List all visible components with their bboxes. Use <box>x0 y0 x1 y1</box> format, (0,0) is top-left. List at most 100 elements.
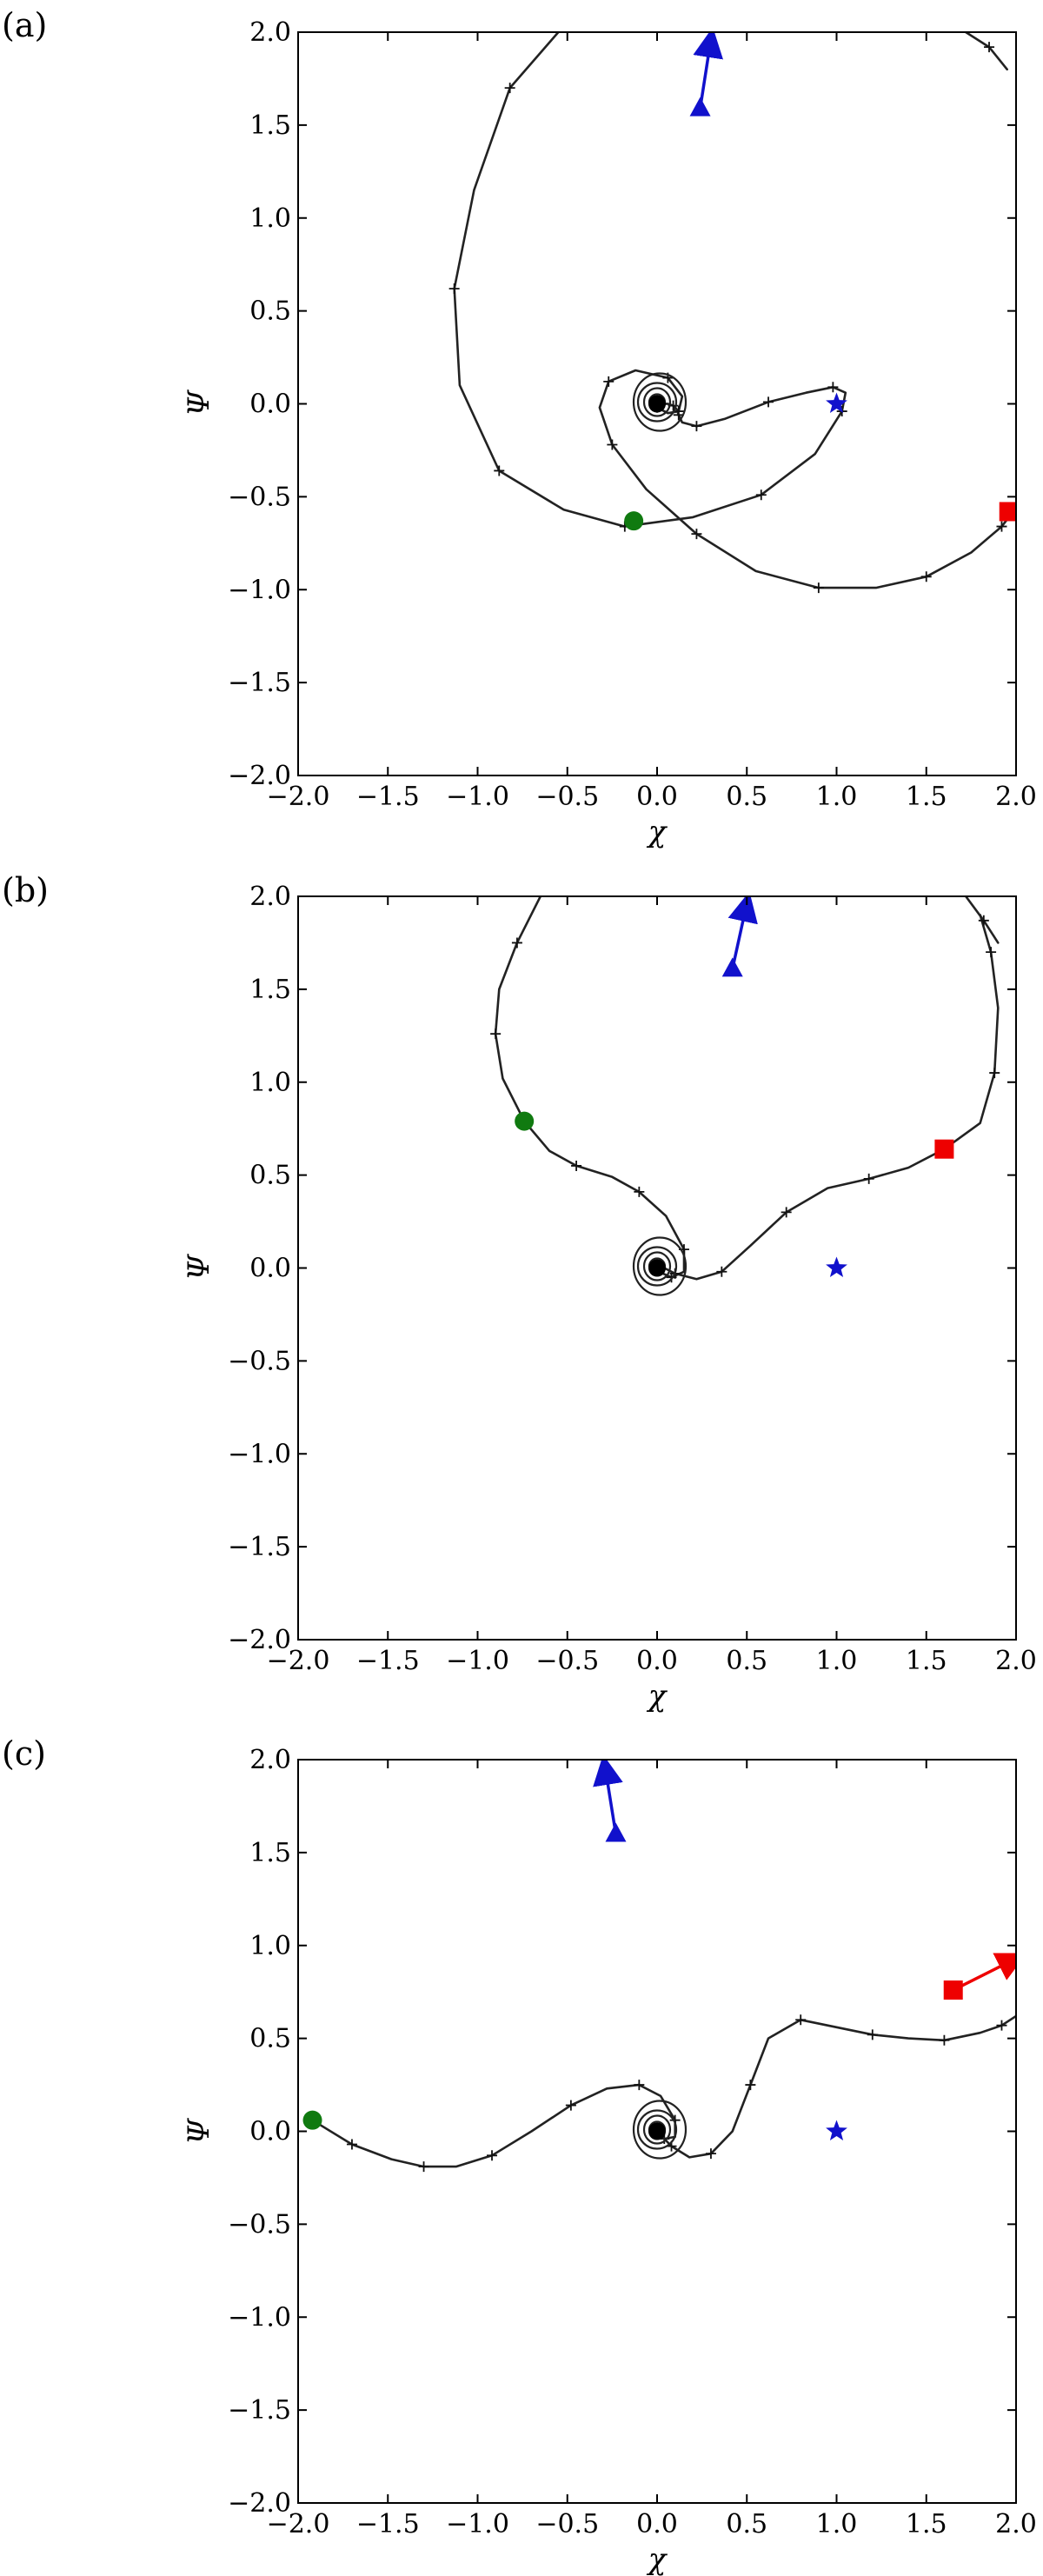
trajectory-marker <box>755 489 767 501</box>
x-tick-label: −2.0 <box>267 782 330 812</box>
trajectory-marker <box>673 406 684 417</box>
trajectory-marker <box>571 1160 582 1171</box>
trajectory-marker <box>504 83 515 94</box>
initial-point-marker <box>515 1111 535 1131</box>
y-tick-label: −2.0 <box>228 1625 291 1655</box>
x-tick-label: −0.5 <box>535 782 599 812</box>
x-axis-label: χ <box>647 1679 668 1714</box>
velocity-arrow <box>593 1760 623 1834</box>
y-tick-label: 1.5 <box>249 1838 291 1868</box>
x-tick-label: −1.5 <box>356 1646 420 1676</box>
trajectory-line <box>964 896 1000 944</box>
x-axis-label: χ <box>647 815 668 849</box>
panel-label: (a) <box>2 6 47 44</box>
target-star-marker <box>826 1256 847 1277</box>
x-tick-label: 0.0 <box>636 782 678 812</box>
trajectory-marker <box>634 2080 645 2091</box>
trajectory-marker <box>565 2100 576 2111</box>
trajectory-marker <box>939 2034 950 2046</box>
trajectory-marker <box>716 1266 727 1277</box>
vortex-loop <box>636 1246 678 1287</box>
x-tick-label: −1.0 <box>446 1646 509 1676</box>
trajectory-marker <box>691 529 702 540</box>
trajectory-marker <box>996 2020 1007 2031</box>
x-tick-label: −1.0 <box>446 2509 509 2539</box>
x-tick-label: 1.5 <box>906 782 947 812</box>
axis-ticks: −2.0 −1.5 −1.0 −0.5 0.0 0.5 1.0 1.5 2.0 2.0 1.5 1.0… <box>228 882 1037 1676</box>
trajectory-marker <box>691 421 702 432</box>
x-tick-label: 2.0 <box>995 782 1037 812</box>
trajectory-marker <box>494 465 505 476</box>
trajectory-marker <box>511 937 522 949</box>
panel-label: (b) <box>2 871 49 909</box>
trajectory-line <box>655 914 1000 1281</box>
vortex-loop <box>632 2100 688 2160</box>
trajectory-line <box>494 896 686 1279</box>
vortex-loop <box>636 2109 678 2150</box>
trajectory-marker <box>346 2139 357 2150</box>
x-axis-label: χ <box>647 2542 668 2576</box>
trajectory-marker <box>705 2148 716 2160</box>
y-tick-label: 0.0 <box>249 2117 291 2147</box>
x-tick-label: 2.0 <box>995 2509 1037 2539</box>
y-tick-label: −2.0 <box>228 2488 291 2519</box>
current-point-marker <box>934 1139 954 1159</box>
y-tick-label: 0.0 <box>249 389 291 420</box>
x-tick-label: 1.5 <box>906 2509 947 2539</box>
y-tick-label: 1.0 <box>249 203 291 234</box>
x-tick-label: −0.5 <box>535 2509 599 2539</box>
x-tick-label: −1.0 <box>446 782 509 812</box>
trajectory-marker <box>989 1068 1000 1079</box>
y-axis-label: Ψ <box>182 389 216 416</box>
vortex-loop <box>642 387 672 417</box>
panel-label: (c) <box>2 1734 46 1773</box>
velocity-arrow <box>727 896 758 969</box>
x-tick-label: 0.5 <box>726 782 767 812</box>
y-tick-label: 0.5 <box>249 2024 291 2054</box>
x-tick-label: 2.0 <box>995 1646 1037 1676</box>
trajectory-marker <box>418 2161 429 2173</box>
x-tick-label: 0.5 <box>726 1646 767 1676</box>
chart-panel-a: (a) −2.0 −1.5 −1.0 −0.5 0.0 0.5 1.0 1.5 2.0 2.0 1.… <box>2 6 1037 849</box>
y-tick-label: −2.0 <box>228 761 291 791</box>
initial-point-marker <box>302 2110 322 2130</box>
y-tick-label: 0.0 <box>249 1254 291 1284</box>
trajectory-marker <box>920 571 932 582</box>
y-tick-label: 1.5 <box>249 110 291 141</box>
x-tick-label: 1.5 <box>906 1646 947 1676</box>
trajectory-marker <box>781 1207 792 1218</box>
trajectory-marker <box>996 521 1007 532</box>
vortex-center <box>648 2122 666 2140</box>
x-tick-label: −2.0 <box>267 2509 330 2539</box>
trajectory-marker <box>984 42 995 53</box>
chart-panel-c: (c) −2.0 −1.5 −1.0 −0.5 0.0 0.5 1.0 1.5 2.0 2.0 1.… <box>2 1734 1037 2576</box>
trajectory-line <box>964 32 1008 71</box>
y-tick-label: 0.5 <box>249 1161 291 1191</box>
trajectory-marker <box>978 915 989 926</box>
y-tick-label: −1.5 <box>228 2395 291 2426</box>
y-tick-label: 2.0 <box>249 882 291 912</box>
trajectory-marker <box>448 283 460 294</box>
y-tick-label: −1.0 <box>228 1439 291 1469</box>
y-tick-label: 0.5 <box>249 296 291 327</box>
vortex-loop <box>632 372 688 432</box>
vortex-loop <box>642 1251 672 1281</box>
chart-marks <box>302 1760 1016 2173</box>
x-tick-label: 1.0 <box>816 2509 858 2539</box>
x-tick-label: −2.0 <box>267 1646 330 1676</box>
target-star-marker <box>826 392 847 413</box>
trajectory-marker <box>603 376 615 387</box>
y-tick-label: −1.0 <box>228 575 291 605</box>
trajectory-marker <box>634 1186 645 1197</box>
x-tick-label: 1.0 <box>816 782 858 812</box>
target-star-marker <box>826 2120 847 2140</box>
y-tick-label: 1.5 <box>249 975 291 1005</box>
y-tick-label: −0.5 <box>228 2209 291 2240</box>
x-tick-label: −1.5 <box>356 782 420 812</box>
trajectory-marker <box>827 382 839 393</box>
x-tick-label: 0.0 <box>636 2509 678 2539</box>
trajectory-marker <box>795 2014 807 2026</box>
axis-ticks: −2.0 −1.5 −1.0 −0.5 0.0 0.5 1.0 1.5 2.0 2.0 1.5 1.0… <box>228 17 1037 812</box>
trajectory-marker <box>487 2150 498 2161</box>
